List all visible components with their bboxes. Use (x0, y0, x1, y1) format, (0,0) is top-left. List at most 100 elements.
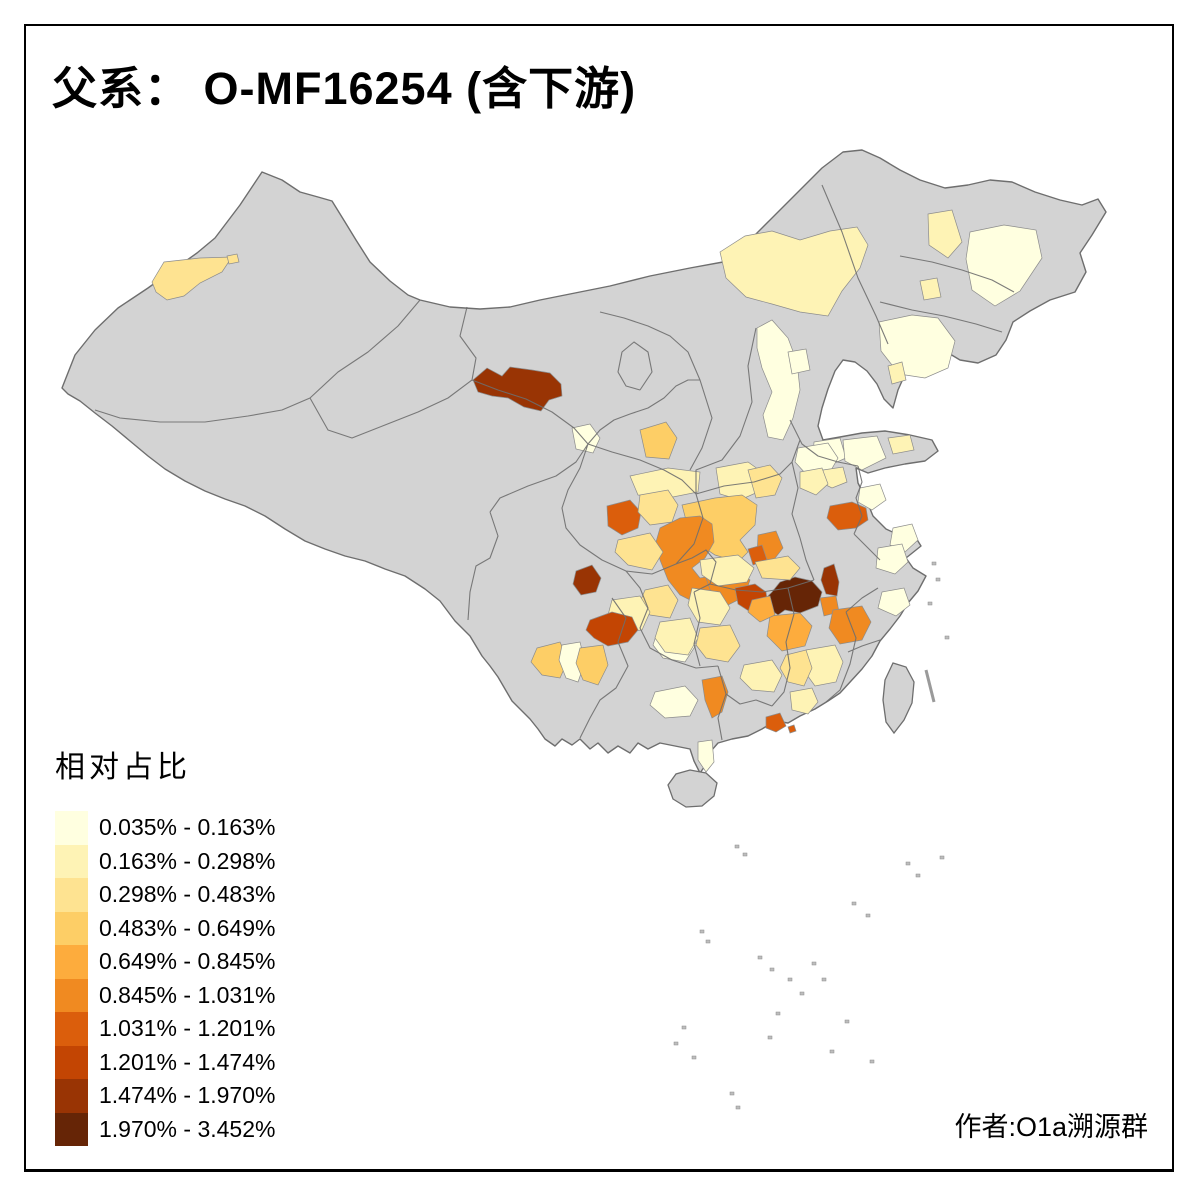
legend-label: 0.649% - 0.845% (99, 948, 276, 975)
map-region-ili-east-dot (226, 253, 240, 265)
islet (734, 844, 740, 849)
map-region-henan-east (747, 464, 783, 499)
islet (915, 873, 921, 878)
legend-label: 1.474% - 1.970% (99, 1082, 276, 1109)
map-region-guangdong-north (739, 659, 783, 693)
map-region-shanxi-south (639, 421, 678, 460)
sea-islets (673, 561, 950, 1110)
map-region-shandong-mid (842, 435, 887, 471)
map-region-beijing (787, 348, 811, 375)
map-region-liaoning (878, 314, 956, 379)
map-region-liaodong-tip (887, 361, 907, 385)
legend-row: 0.035% - 0.163% (55, 811, 275, 845)
hainan-island (667, 769, 718, 808)
map-region-xiangxi-pale (699, 554, 755, 587)
legend-swatch (55, 1012, 88, 1046)
islet (939, 855, 945, 860)
map-region-yibin-belt (614, 532, 664, 571)
legend-label: 1.031% - 1.201% (99, 1015, 276, 1042)
map-region-anhui-orange (826, 501, 869, 531)
map-region-north-sichuan-pale (629, 467, 701, 499)
legend-row: 0.163% - 0.298% (55, 844, 275, 878)
map-region-leizhou-pale (697, 739, 715, 773)
legend-swatch (55, 945, 88, 979)
map-region-chaoshan-pale (789, 687, 819, 715)
attribution: 作者:O1a溯源群 (954, 1112, 1148, 1142)
legend-row: 0.483% - 0.649% (55, 911, 276, 945)
islet (769, 967, 775, 972)
map-region-north-hebei-strip (756, 319, 801, 441)
map-region-above-core (754, 555, 801, 581)
map-region-zhejiang-a (875, 543, 909, 575)
map-region-changsha-south-a (766, 612, 813, 652)
islet (851, 901, 857, 906)
map-region-jiangxi-orange (828, 605, 872, 645)
islet (799, 991, 805, 996)
islet (821, 977, 827, 982)
legend-swatch (55, 878, 88, 912)
islet (869, 1059, 875, 1064)
map-region-kunming-mid (558, 641, 586, 683)
legend-row: 1.474% - 1.970% (55, 1079, 275, 1113)
legend-title: 相对占比 (55, 751, 191, 784)
legend-label: 1.201% - 1.474% (99, 1048, 276, 1075)
province-borders (94, 184, 1015, 741)
legend-label: 0.035% - 0.163% (99, 814, 276, 841)
legend-swatch (55, 911, 88, 945)
legend-label: 0.845% - 1.031% (99, 981, 276, 1008)
islet (829, 1049, 835, 1054)
map-region-hexi-corridor (472, 366, 563, 412)
legend-swatch (55, 844, 88, 878)
map-region-east-strip-dark (820, 563, 840, 597)
legend-row: 0.298% - 0.483% (55, 878, 275, 912)
islet (844, 1019, 850, 1024)
legend: 相对占比 0.035% - 0.163% 0.163% - 0.298% 0.298… (55, 742, 275, 1146)
islet (735, 1105, 741, 1110)
legend-swatch (55, 978, 88, 1012)
legend-swatch (55, 811, 88, 845)
map-region-jilin-dot (919, 277, 942, 301)
islet (699, 929, 705, 934)
legend-label: 0.483% - 0.649% (99, 914, 276, 941)
map-region-kunming-east (575, 644, 609, 686)
legend-swatch (55, 1079, 88, 1113)
map-region-yangzhou-pale (857, 483, 887, 511)
islet (691, 1055, 697, 1060)
islet (865, 913, 871, 918)
islet (811, 961, 817, 966)
legend-swatch (55, 1112, 88, 1146)
legend-label: 1.970% - 3.452% (99, 1115, 276, 1142)
islet (905, 861, 911, 866)
map-region-guizhou-east (654, 617, 699, 656)
islet (681, 1025, 687, 1030)
map-region-qiqihar (927, 209, 963, 259)
islet (927, 601, 933, 606)
map-region-anhui-pale (799, 467, 829, 496)
islet (742, 852, 748, 857)
map-region-hk-dot (787, 724, 797, 734)
island-chain-dash (924, 669, 936, 703)
map-region-pearl-delta (765, 712, 787, 733)
taiwan-island (882, 662, 915, 735)
islet (673, 1041, 679, 1046)
map-region-hunan-mid (687, 587, 731, 626)
page-title: 父系： O-MF16254 (含下游) (52, 63, 637, 114)
map-region-ili (151, 256, 233, 301)
choropleth-patches (151, 209, 1043, 773)
map-region-harbin-east (965, 224, 1043, 307)
islet (705, 939, 711, 944)
legend-rows: 0.035% - 0.163% 0.163% - 0.298% 0.298% - 0… (55, 811, 275, 1146)
legend-row: 1.031% - 1.201% (55, 1012, 275, 1046)
islet (787, 977, 793, 982)
islet (767, 1035, 773, 1040)
islet (931, 561, 937, 566)
map-region-guangxi-pale (649, 685, 699, 719)
islet (729, 1091, 735, 1096)
islet (944, 635, 950, 640)
legend-row: 1.970% - 3.452% (55, 1112, 276, 1146)
islet (775, 1011, 781, 1016)
map-region-zhejiang-b (877, 587, 911, 617)
legend-swatch (55, 1045, 88, 1079)
map-region-inner-mongolia-band (719, 226, 869, 317)
